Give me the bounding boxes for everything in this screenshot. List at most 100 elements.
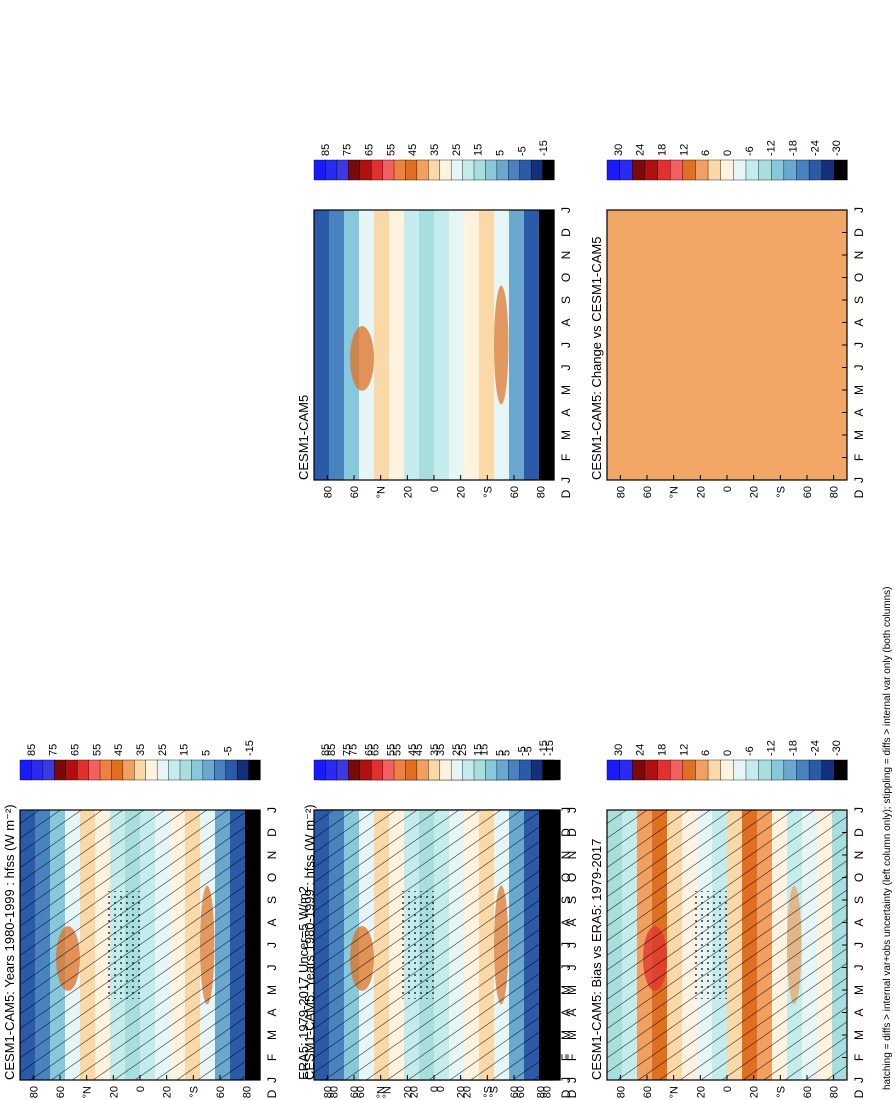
colorbar-label: 85 [320, 744, 332, 756]
colorbar-label: 55 [385, 144, 397, 156]
colorbar-swatch [808, 759, 823, 781]
latitude-tick-label: 0 [435, 1086, 447, 1092]
colorbar-label: -5 [516, 146, 528, 156]
panel-title: CESM1-CAM5: Years 1980-1999 : hfss (W m⁻… [302, 804, 317, 1080]
colorbar-swatch [202, 759, 215, 781]
colorbar-swatch [428, 759, 441, 781]
latitude-tick-label: °S [188, 1086, 200, 1098]
colorbar-swatch [657, 759, 671, 781]
colorbar-label: 30 [613, 744, 625, 756]
colorbar-swatch [508, 159, 521, 181]
latitude-tick-label: 60 [509, 486, 521, 498]
colorbar-swatch [733, 159, 747, 181]
colorbar-label: -15 [538, 140, 550, 156]
latitude-tick-label: 60 [642, 1086, 654, 1098]
latitude-tick-label: 20 [749, 486, 761, 498]
latitude-tick-label: 20 [456, 1086, 468, 1098]
field-band [314, 210, 330, 480]
colorbar-label: 35 [429, 144, 441, 156]
colorbar-label: 15 [479, 744, 491, 756]
colorbar-swatch [695, 159, 709, 181]
overlay-layer [607, 810, 847, 1080]
colorbar-swatch [31, 759, 44, 781]
colorbar-swatch [644, 159, 659, 181]
latitude-tick-label: 80 [322, 486, 334, 498]
colorbar-swatch [65, 759, 78, 781]
month-tick-label: J [852, 807, 866, 813]
colorbar-swatch [796, 759, 810, 781]
colorbar-swatch [771, 759, 785, 781]
colorbar-swatch [450, 759, 464, 781]
colorbar-swatch [313, 759, 327, 781]
month-tick-label: J [565, 942, 579, 948]
month-tick-label: M [852, 385, 866, 395]
colorbar-swatch [485, 759, 498, 781]
month-tick-label: D [559, 228, 573, 237]
latitude-ticks: D 80 60 °N 20 0 20 °S 60 80 [615, 475, 866, 498]
colorbar-swatch [325, 159, 338, 181]
colorbar-label: 35 [135, 744, 147, 756]
colorbar-swatch [720, 159, 734, 181]
month-tick-label: M [559, 985, 573, 995]
colorbar-swatch [348, 759, 361, 781]
colorbar-swatch [473, 759, 487, 781]
month-tick-label: J [559, 207, 573, 213]
month-tick-label: O [565, 873, 579, 882]
colorbar-label: -5 [522, 746, 534, 756]
latitude-tick-label: 80 [536, 1086, 548, 1098]
colorbar-label: -15 [244, 740, 256, 756]
colorbar-swatch [695, 759, 709, 781]
month-tick-label: M [559, 1030, 573, 1040]
colorbar-swatch [191, 759, 204, 781]
latitude-tick-label: 0 [722, 486, 734, 492]
colorbar-label: 55 [391, 744, 403, 756]
month-tick-label: A [559, 318, 573, 326]
month-tick-label: J [559, 807, 573, 813]
month-tick-label: O [852, 273, 866, 282]
month-tick-label: F [265, 1054, 279, 1061]
colorbar-swatch [179, 759, 193, 781]
colorbar-swatch [393, 159, 407, 181]
colorbar-swatch [796, 159, 810, 181]
month-tick-label: J [559, 342, 573, 348]
colorbar-label: 45 [413, 744, 425, 756]
colorbar-swatch [450, 159, 464, 181]
colorbar-swatch [370, 159, 384, 181]
latitude-tick-label: 80 [242, 1086, 254, 1098]
month-tick-label: A [852, 918, 866, 926]
month-ticks: J F M A M J J A S O N D J [549, 807, 573, 1083]
footnote: hatching = diffs > internal var+obs unce… [882, 586, 893, 1090]
month-tick-label: A [559, 408, 573, 416]
colorbar: 85 75 65 55 45 35 25 15 5 -5 -15 [313, 140, 555, 181]
latitude-tick-label: 80 [615, 1086, 627, 1098]
month-tick-label: M [565, 1030, 579, 1040]
colorbar-label: 24 [635, 144, 647, 156]
latitude-tick-label: °S [775, 486, 787, 498]
latitude-tick-label: 60 [349, 486, 361, 498]
colorbar-label: -24 [809, 140, 821, 156]
month-tick-label: A [852, 318, 866, 326]
colorbar-swatch [473, 159, 487, 181]
colorbar-label: -30 [831, 140, 843, 156]
colorbar-label: 6 [700, 750, 712, 756]
colorbar-swatch [145, 759, 158, 781]
latitude-tick-label: °N [82, 1086, 94, 1098]
colorbar-swatch [821, 159, 835, 181]
corner-label: D [265, 1089, 279, 1098]
field-band [389, 210, 405, 480]
month-tick-label: M [565, 985, 579, 995]
month-tick-label: D [559, 828, 573, 837]
month-tick-label: M [559, 385, 573, 395]
month-tick-label: D [852, 228, 866, 237]
colorbar-label: -24 [809, 740, 821, 756]
colorbar-label: -5 [516, 746, 528, 756]
month-tick-label: M [265, 1030, 279, 1040]
colorbar-label: 65 [364, 144, 376, 156]
field-band [524, 210, 540, 480]
colorbar-swatch [821, 759, 835, 781]
latitude-tick-label: 20 [462, 1086, 474, 1098]
colorbar-label: 12 [678, 744, 690, 756]
month-tick-label: F [559, 1054, 573, 1061]
